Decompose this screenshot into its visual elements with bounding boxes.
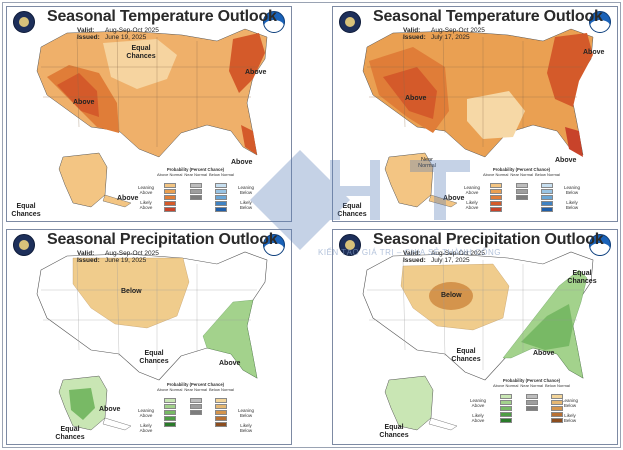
valid-line: Valid: Aug-Sep-Oct 2025 [77,250,159,257]
label-equal-chances-hawaii: Equal Chances [337,203,367,218]
label-above-alaska: Above [99,406,121,413]
temperature-outlook-july: Seasonal Temperature Outlook Valid: Aug-S… [332,6,618,222]
legend-side-left: Leaning Above Likely Above [469,398,487,423]
label-above-florida: Above [555,157,577,164]
issued-line: Issued: July 17, 2025 [403,257,470,264]
legend-side-left: Leaning Above Likely Above [463,185,481,210]
panel-title: Seasonal Temperature Outlook [373,8,603,25]
label-above-alaska: Above [443,195,465,202]
legend-side-right: Leaning Below Likely Below [237,408,255,433]
watermark-slogan: KIẾN TẠO GIÁ TRỊ – CHIA SẺ THÀNH CÔNG [318,248,501,257]
label-equal-chances: Equal Chances [126,45,156,60]
probability-legend: Probability (Percent Chance) Above Norma… [157,382,234,427]
panel-title: Seasonal Precipitation Outlook [47,231,278,248]
label-above-northeast: Above [583,49,605,56]
label-near-normal: Near Normal [418,157,436,169]
issued-line: Issued: June 19, 2025 [77,34,147,41]
label-below: Below [121,288,142,295]
precipitation-outlook-july: Seasonal Precipitation Outlook Valid: Aug… [332,229,618,445]
probability-legend: Probability (Percent Chance) Above Norma… [483,167,560,212]
issued-line: Issued: June 19, 2025 [77,257,147,264]
noaa-logo-icon [589,234,611,256]
noaa-logo-icon [263,11,285,33]
label-above-northeast: Above [245,69,267,76]
commerce-seal-icon [339,234,361,256]
panel-title: Seasonal Precipitation Outlook [373,231,604,248]
label-above-alaska: Above [117,195,139,202]
legend-side-left: Leaning Above Likely Above [137,185,155,210]
temperature-map-july [362,28,594,208]
label-equal-chances-northeast: Equal Chances [567,270,597,285]
label-equal-chances-hawaii: Equal Chances [379,424,409,439]
label-equal-chances-hawaii: Equal Chances [55,426,85,441]
temperature-map-june [36,28,268,208]
valid-line: Valid: Aug-Sep-Oct 2025 [403,250,485,257]
commerce-seal-icon [13,11,35,33]
precipitation-map-june [36,251,268,431]
noaa-logo-icon [263,234,285,256]
panel-title: Seasonal Temperature Outlook [47,8,277,25]
precipitation-outlook-june: Seasonal Precipitation Outlook Valid: Aug… [6,229,292,445]
label-above-southeast: Above [219,360,241,367]
temperature-outlook-june: Seasonal Temperature Outlook Valid: Aug-S… [6,6,292,222]
precipitation-map-july [362,251,594,431]
label-equal-chances: Equal Chances [139,350,169,365]
probability-legend: Probability (Percent Chance) Above Norma… [157,167,234,212]
legend-side-right: Leaning Below Likely Below [561,398,579,423]
label-above-florida: Above [231,159,253,166]
legend-side-left: Leaning Above Likely Above [137,408,155,433]
label-below: Below [441,292,462,299]
commerce-seal-icon [13,234,35,256]
issued-line: Issued: July 17, 2025 [403,34,470,41]
label-equal-chances-hawaii: Equal Chances [11,203,41,218]
label-above-west: Above [405,95,427,102]
label-above-west: Above [73,99,95,106]
label-equal-chances: Equal Chances [451,348,481,363]
noaa-logo-icon [589,11,611,33]
valid-line: Valid: Aug-Sep-Oct 2025 [77,27,159,34]
probability-legend: Probability (Percent Chance) Above Norma… [493,378,570,423]
label-above-southeast: Above [533,350,555,357]
valid-line: Valid: Aug-Sep-Oct 2025 [403,27,485,34]
legend-side-right: Leaning Below Likely Below [563,185,581,210]
commerce-seal-icon [339,11,361,33]
legend-side-right: Leaning Below Likely Below [237,185,255,210]
